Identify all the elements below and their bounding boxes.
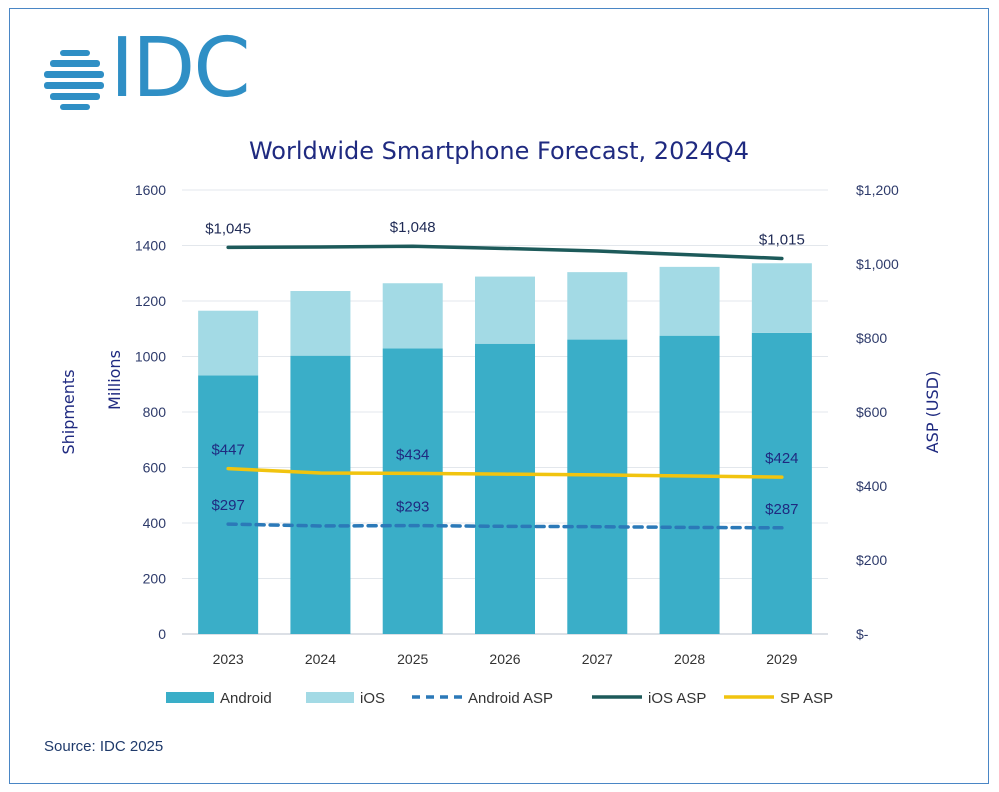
x-tick-label: 2027 — [582, 651, 613, 667]
left-tick-label: 1000 — [135, 349, 166, 365]
left-axis-label-inner: Millions — [105, 350, 124, 410]
data-label: $447 — [211, 442, 244, 459]
x-tick-label: 2024 — [305, 651, 336, 667]
left-tick-label: 400 — [143, 515, 167, 531]
line-ios-asp — [226, 244, 784, 261]
data-label: $424 — [765, 450, 798, 467]
bar-android — [751, 332, 812, 634]
data-label: $1,048 — [390, 219, 436, 236]
bar-ios — [751, 263, 812, 333]
legend-swatch — [166, 692, 214, 703]
chart-frame — [9, 8, 989, 784]
bar-ios — [198, 310, 259, 376]
legend-label: SP ASP — [780, 690, 833, 707]
left-tick-label: 1400 — [135, 238, 166, 254]
bar-ios — [659, 266, 720, 336]
left-tick-label: 600 — [143, 460, 167, 476]
right-tick-label: $800 — [856, 330, 887, 346]
left-tick-label: 200 — [143, 571, 167, 587]
data-label: $434 — [396, 446, 429, 463]
right-tick-label: $200 — [856, 552, 887, 568]
logo-text: IDC — [110, 21, 251, 116]
left-tick-label: 800 — [143, 404, 167, 420]
legend-label: iOS — [360, 690, 385, 707]
data-label: $287 — [765, 501, 798, 518]
x-tick-label: 2029 — [766, 651, 797, 667]
right-tick-label: $1,200 — [856, 182, 899, 198]
legend-label: iOS ASP — [648, 690, 706, 707]
right-axis-label: ASP (USD) — [923, 371, 942, 454]
right-tick-label: $600 — [856, 404, 887, 420]
bar-android — [290, 355, 351, 634]
bar-android — [659, 335, 720, 634]
right-tick-label: $1,000 — [856, 256, 899, 272]
left-tick-label: 1200 — [135, 293, 166, 309]
left-tick-label: 0 — [158, 626, 166, 642]
left-tick-label: 1600 — [135, 182, 166, 198]
chart-title: Worldwide Smartphone Forecast, 2024Q4 — [249, 137, 749, 165]
idc-globe-icon — [44, 50, 104, 110]
bar-android — [475, 343, 535, 634]
legend-label: Android — [220, 690, 272, 707]
bar-ios — [475, 276, 535, 344]
line-android-asp — [226, 522, 784, 530]
right-tick-label: $- — [856, 626, 869, 642]
bar-ios — [290, 291, 351, 356]
bar-android — [567, 339, 628, 634]
right-tick-label: $400 — [856, 478, 887, 494]
data-label: $1,045 — [205, 220, 251, 237]
legend-label: Android ASP — [468, 690, 553, 707]
source-note: Source: IDC 2025 — [44, 738, 164, 755]
bar-ios — [382, 283, 443, 349]
x-tick-label: 2023 — [213, 651, 244, 667]
x-tick-label: 2025 — [397, 651, 428, 667]
left-axis-label-outer: Shipments — [59, 369, 78, 454]
line-sp-asp — [226, 466, 784, 479]
x-tick-label: 2028 — [674, 651, 705, 667]
x-tick-label: 2026 — [489, 651, 520, 667]
bar-android — [382, 348, 443, 634]
data-label: $1,015 — [759, 231, 805, 248]
bar-android — [198, 375, 259, 634]
legend-swatch — [306, 692, 354, 703]
data-label: $297 — [211, 497, 244, 514]
idc-logo: IDC — [44, 28, 254, 114]
data-label: $293 — [396, 499, 429, 516]
bar-ios — [567, 272, 628, 340]
